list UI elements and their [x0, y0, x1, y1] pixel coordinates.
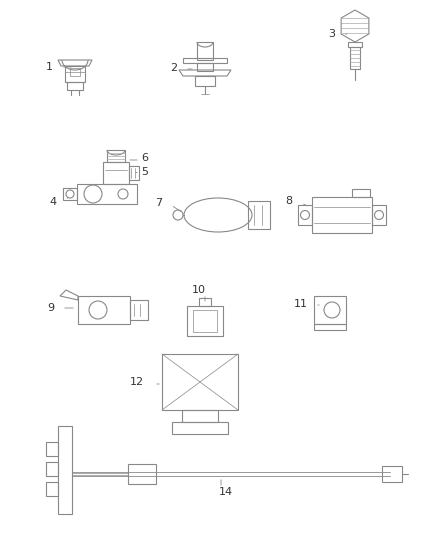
Text: 14: 14 — [219, 487, 233, 497]
Text: 4: 4 — [50, 197, 57, 207]
Bar — [197, 63, 213, 71]
Bar — [107, 150, 125, 162]
Text: 2: 2 — [170, 63, 177, 73]
Text: 5: 5 — [141, 167, 148, 177]
Bar — [352, 189, 370, 197]
Bar — [130, 300, 148, 320]
Bar — [314, 324, 346, 330]
Text: 11: 11 — [294, 299, 308, 309]
Text: 3: 3 — [328, 29, 335, 39]
Text: 7: 7 — [155, 198, 162, 208]
Bar — [312, 197, 372, 233]
Bar — [129, 166, 139, 180]
Bar — [67, 82, 83, 90]
Bar — [350, 47, 360, 69]
Text: 6: 6 — [141, 153, 148, 163]
Bar — [199, 298, 211, 306]
Bar — [187, 306, 223, 336]
Text: 9: 9 — [47, 303, 54, 313]
Bar — [193, 310, 217, 332]
Bar — [78, 296, 130, 324]
Bar — [65, 66, 85, 82]
Text: 1: 1 — [46, 62, 53, 72]
Text: 8: 8 — [285, 196, 292, 206]
Text: 10: 10 — [192, 285, 206, 295]
Text: 12: 12 — [130, 377, 144, 387]
Bar — [372, 205, 386, 225]
Bar — [248, 201, 270, 229]
Bar — [348, 42, 362, 47]
Bar — [195, 76, 215, 86]
Bar — [298, 205, 312, 225]
Bar — [197, 42, 213, 60]
Bar — [70, 68, 80, 76]
Bar — [314, 296, 346, 324]
Bar — [103, 162, 129, 184]
